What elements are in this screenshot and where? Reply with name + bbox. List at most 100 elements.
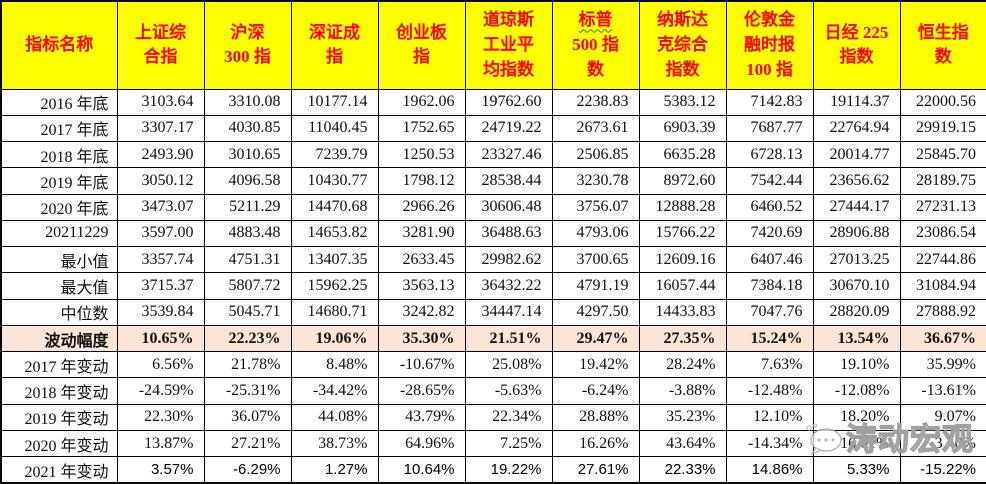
column-header-text: 恒生指 <box>917 22 969 42</box>
cell: 28.24% <box>638 351 727 379</box>
cell: -3.88% <box>638 377 727 405</box>
cell: 36.07% <box>203 403 292 431</box>
cell: 14.86% <box>725 456 814 484</box>
cell: 7384.18 <box>725 272 814 300</box>
cell: 2238.83 <box>551 88 640 116</box>
cell: 35.99% <box>899 351 986 379</box>
cell: 5045.71 <box>203 298 292 326</box>
cell: 20014.77 <box>812 141 901 169</box>
row-label: 2018 年变动 <box>0 377 118 405</box>
cell: 5383.12 <box>638 88 727 116</box>
cell: 44.08% <box>290 403 379 431</box>
cell: -15.22% <box>899 456 986 484</box>
cell: 1962.06 <box>377 88 466 116</box>
cell: -34.42% <box>290 377 379 405</box>
cell: 22.23% <box>203 324 292 353</box>
cell: 3597.00 <box>116 219 205 248</box>
cell: 16.01% <box>812 429 901 458</box>
cell: 27.61% <box>551 456 640 484</box>
row-label: 2020 年变动 <box>0 429 118 458</box>
cell: 7687.77 <box>725 114 814 143</box>
column-header: 伦敦金 融时报 100 指 <box>725 0 814 90</box>
cell: 7239.79 <box>290 141 379 169</box>
cell: 64.96% <box>377 429 466 458</box>
cell: 8.48% <box>290 351 379 379</box>
cell: 3700.65 <box>551 246 640 274</box>
column-header-text: 指数 <box>665 59 700 79</box>
cell: 10.65% <box>116 324 205 353</box>
table-row: 波动幅度 10.65% 22.23% 19.06% 35.30% 21.51% 29.47%… <box>0 324 986 353</box>
column-header-text: 日经 225 <box>824 22 889 42</box>
cell: 22764.94 <box>812 114 901 143</box>
row-label: 最大值 <box>0 272 118 300</box>
cell: 36488.63 <box>464 219 553 248</box>
row-label: 2016 年底 <box>0 88 118 116</box>
column-header-text: 克综合 <box>657 34 708 54</box>
table-row: 中位数 3539.84 5045.71 14680.71 3242.82 34447.14… <box>0 298 986 326</box>
column-header-text: 工业平 <box>483 34 534 54</box>
cell: 7542.44 <box>725 167 814 195</box>
table-header: 指标名称 上证综 合指 沪深 300 指深证成指创业板指道琼斯 工业平 均指数 标普 500 指… <box>0 0 986 90</box>
column-header: 沪深 300 指 <box>203 0 292 90</box>
cell: 9.07% <box>899 403 986 431</box>
cell: 22.33% <box>638 456 727 484</box>
cell: -6.24% <box>551 377 640 405</box>
cell: 3307.17 <box>116 114 205 143</box>
cell: 6.56% <box>116 351 205 379</box>
cell: 4297.50 <box>551 298 640 326</box>
cell: 8972.60 <box>638 167 727 195</box>
row-label: 2019 年变动 <box>0 403 118 431</box>
cell: 16.26% <box>551 429 640 458</box>
cell: 10.64% <box>377 456 466 484</box>
cell: 1752.65 <box>377 114 466 143</box>
row-label: 最小值 <box>0 246 118 274</box>
cell: 2673.61 <box>551 114 640 143</box>
row-label: 中位数 <box>0 298 118 326</box>
cell: 5807.72 <box>203 272 292 300</box>
cell: 29.47% <box>551 324 640 353</box>
cell: 13.54% <box>812 324 901 353</box>
cell: 7.63% <box>725 351 814 379</box>
column-header: 标普 500 指数 <box>551 0 640 90</box>
column-header-text: 上证综 <box>135 22 186 42</box>
header-row: 指标名称 上证综 合指 沪深 300 指深证成指创业板指道琼斯 工业平 均指数 标普 500 指… <box>0 0 986 90</box>
cell: 3715.37 <box>116 272 205 300</box>
column-header-text: 融时报 <box>744 34 795 54</box>
cell: 6728.13 <box>725 141 814 169</box>
column-header: 日经 225 指数 <box>812 0 901 90</box>
cell: -10.67% <box>377 351 466 379</box>
column-header-text: 道琼斯 <box>483 10 534 30</box>
cell: 4030.85 <box>203 114 292 143</box>
cell: 12609.16 <box>638 246 727 274</box>
cell: 14433.83 <box>638 298 727 326</box>
table-row: 最小值 3357.74 4751.31 13407.35 2633.45 29982.62… <box>0 246 986 274</box>
cell: 6635.28 <box>638 141 727 169</box>
table-row: 2018 年底 2493.90 3010.65 7239.79 1250.53 23327… <box>0 141 986 169</box>
column-header-text: 数 <box>587 59 604 79</box>
cell: 22000.56 <box>899 88 986 116</box>
cell: 36.67% <box>899 324 986 353</box>
cell: 3242.82 <box>377 298 466 326</box>
cell: 27.21% <box>203 429 292 458</box>
column-header: 道琼斯 工业平 均指数 <box>464 0 553 90</box>
cell: 30670.10 <box>812 272 901 300</box>
table-body: 2016 年底 3103.64 3310.08 10177.14 1962.06 1976… <box>0 88 986 484</box>
cell: 4096.58 <box>203 167 292 195</box>
cell: 30606.48 <box>464 193 553 221</box>
table-row: 2020 年底 3473.07 5211.29 14470.68 2966.26 3060… <box>0 193 986 221</box>
cell: 3563.13 <box>377 272 466 300</box>
cell: 27444.17 <box>812 193 901 221</box>
cell: 5211.29 <box>203 193 292 221</box>
cell: 1798.12 <box>377 167 466 195</box>
row-label: 2018 年底 <box>0 141 118 169</box>
cell: 14680.71 <box>290 298 379 326</box>
cell: 4751.31 <box>203 246 292 274</box>
cell: 29982.62 <box>464 246 553 274</box>
cell: 19.10% <box>812 351 901 379</box>
cell: 35.30% <box>377 324 466 353</box>
cell: 31084.94 <box>899 272 986 300</box>
cell: 7420.69 <box>725 219 814 248</box>
cell: 3.57% <box>116 456 205 484</box>
column-header-text: 均指数 <box>483 59 534 79</box>
